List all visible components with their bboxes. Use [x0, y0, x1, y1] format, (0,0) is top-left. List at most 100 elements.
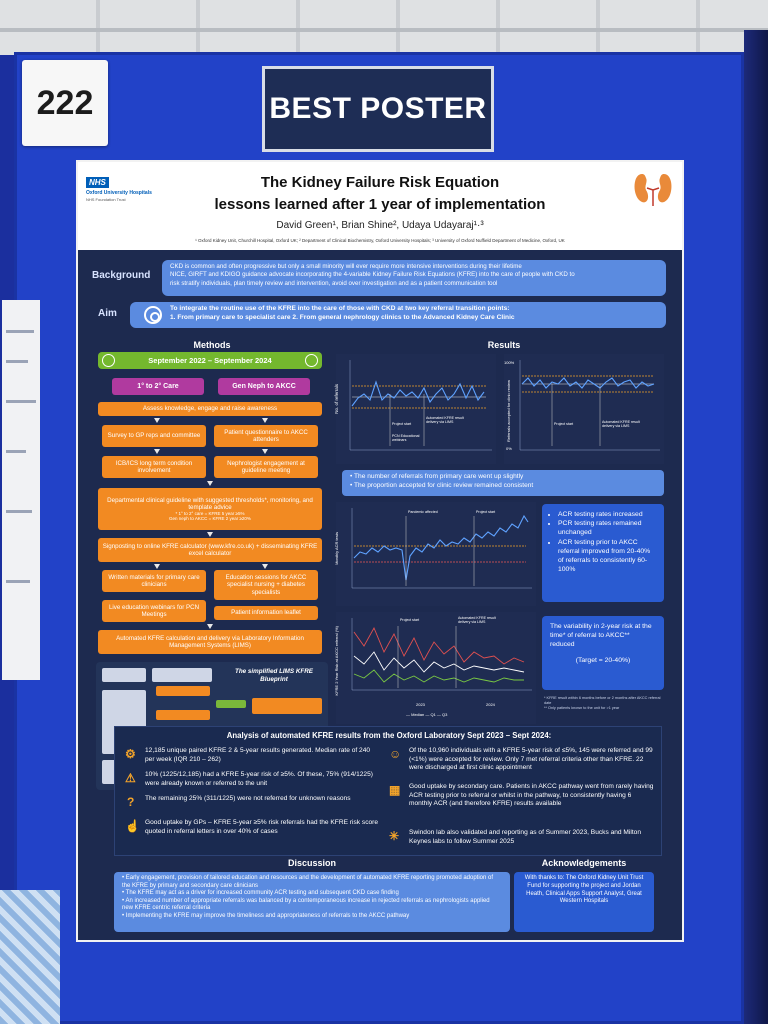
chart2-annotation-lims: Automated KFRE result delivery via LIMS — [602, 420, 640, 429]
acknowledgements-heading: Acknowledgements — [541, 858, 627, 868]
chart4-legend: — Median — Q1 — Q3 — [406, 712, 448, 717]
svg-text:0%: 0% — [506, 446, 512, 451]
referrals-chart-svg — [349, 360, 492, 451]
chart1-annotation-pcn: PCN Educational webinars — [392, 434, 420, 443]
results-footnote: * KFRE result within 6 months before or … — [544, 696, 668, 711]
automated-lims-box: Automated KFRE calculation and delivery … — [98, 630, 322, 654]
poster-authors: David Green¹, Brian Shine², Udaya Udayar… — [276, 220, 484, 231]
accepted-chart-svg: 100% 0% — [504, 360, 660, 451]
poster-number-card: 222 — [22, 60, 108, 146]
arrow-icon — [262, 449, 268, 454]
guideline-box: Departmental clinical guideline with sug… — [98, 488, 322, 530]
discussion-item-3: An increased number of appropriate refer… — [122, 898, 502, 913]
warning-icon: ⚠ — [125, 771, 136, 785]
nhs-logo: NHS Oxford University Hospitals NHS Foun… — [86, 172, 156, 202]
methods-heading: Methods — [193, 340, 231, 350]
arrow-icon — [154, 449, 160, 454]
chart3-ylabel: Monthly ACR tests — [334, 532, 339, 565]
discussion-section: Discussion Early engagement, provision o… — [114, 858, 510, 934]
acknowledgements-box: With thanks to: The Oxford Kidney Unit T… — [514, 872, 654, 932]
poster-title-line2: lessons learned after 1 year of implemen… — [214, 196, 546, 213]
results-section: Results No. of referrals Project start A… — [334, 340, 672, 730]
chart4-year-2024: 2024 — [486, 702, 495, 707]
blueprint-node — [156, 710, 210, 720]
results-heading: Results — [487, 340, 521, 350]
background-line1: CKD is common and often progressive but … — [170, 263, 522, 270]
methods-date-bar: September 2022 – September 2024 — [98, 352, 322, 369]
blueprint-node — [156, 686, 210, 696]
arrow-icon — [154, 564, 160, 569]
accepted-referrals-chart: 100% 0% Referrals accepted for clinic re… — [504, 354, 664, 464]
chart1-ylabel: No. of referrals — [334, 384, 339, 414]
survey-box: Survey to GP reps and committee — [102, 425, 206, 447]
footnote-1: * KFRE result within 6 months before or … — [544, 696, 661, 705]
acr-tests-chart: Monthly ACR tests Pandemic affected Proj… — [334, 502, 536, 606]
aim-box: To integrate the routine use of the KFRE… — [130, 302, 666, 328]
discussion-box: Early engagement, provision of tailored … — [114, 872, 510, 932]
acr-findings-box: ACR testing rates increased PCR testing … — [542, 504, 664, 602]
aim-line2: 1. From primary care to specialist care … — [170, 313, 515, 321]
acr-finding-2: PCR testing rates remained unchanged — [558, 519, 656, 537]
leaflet-box: Patient information leaflet — [214, 606, 318, 620]
footnote-2: ** Only patients known to the unit for >… — [544, 705, 620, 710]
analysis-section: Analysis of automated KFRE results from … — [114, 726, 662, 856]
lims-blueprint-title: The simplified LIMS KFRE Blueprint — [234, 668, 314, 684]
acr-finding-3: ACR testing prior to AKCC referral impro… — [558, 538, 656, 575]
neighbor-poster-edge — [0, 300, 40, 680]
assess-box: Assess knowledge, engage and raise aware… — [98, 402, 322, 416]
ceiling — [0, 0, 768, 60]
aim-line1: To integrate the routine use of the KFRE… — [170, 305, 510, 312]
people-icon: ⚙ — [125, 747, 136, 761]
blueprint-node — [102, 668, 146, 682]
analysis-item-2: 10% (1225/12,185) had a KFRE 5-year risk… — [145, 771, 373, 787]
svg-text:100%: 100% — [504, 360, 515, 365]
chart4-annotation-start: Project start — [400, 618, 420, 622]
board-post — [744, 30, 768, 1024]
guideline-threshold-2: Gen neph to AKCC = KFRE 2 year ≥20% — [169, 516, 251, 522]
guideline-threshold-1: * 1° to 2° care = KFRE 5 year ≥5% — [175, 510, 245, 516]
chart2-annotation-start: Project start — [554, 422, 574, 426]
arrow-icon — [207, 481, 213, 486]
blueprint-node — [152, 668, 212, 682]
kidney-icon — [634, 174, 672, 206]
background-line3: risk stratify individuals, plan timely r… — [170, 279, 498, 287]
kfre-variability-box: The variability in 2-year risk at the ti… — [542, 616, 664, 690]
calendar-icon: ▦ — [389, 783, 401, 797]
signposting-box: Signposting to online KFRE calculator (w… — [98, 538, 322, 562]
chart2-ylabel: Referrals accepted for clinic review — [506, 380, 511, 443]
acr-finding-1: ACR testing rates increased — [558, 510, 656, 519]
chart4-ylabel: KFRE 2 Year Risk at AKCC referral (%) — [334, 626, 339, 696]
analysis-heading: Analysis of automated KFRE results from … — [226, 731, 552, 740]
questionnaire-box: Patient questionnaire to AKCC attenders — [214, 425, 318, 447]
kfre-variability-text: The variability in 2-year risk at the ti… — [550, 623, 652, 649]
referrals-chart: No. of referrals Project start Automated… — [334, 354, 496, 464]
education-sessions-box: Education sessions for AKCC specialist n… — [214, 570, 318, 600]
analysis-item-5: Of the 10,960 individuals with a KFRE 5-… — [409, 747, 653, 772]
acknowledgements-section: Acknowledgements With thanks to: The Oxf… — [514, 858, 654, 934]
chart1-annotation-lims: Automated KFRE result delivery via LIMS — [426, 416, 464, 425]
chart3-annotation-start: Project start — [476, 510, 496, 514]
arrow-icon — [207, 532, 213, 537]
thumbs-up-icon: ☝ — [125, 819, 140, 833]
kfre-risk-chart-svg — [351, 618, 532, 691]
discussion-item-2: The KFRE may act as a driver for increas… — [122, 890, 502, 898]
chart1-annotation-start: Project start — [392, 422, 412, 426]
blueprint-node — [252, 698, 322, 714]
analysis-item-7: Swindon lab also validated and reporting… — [409, 829, 642, 845]
aim-label: Aim — [98, 308, 117, 319]
icb-box: ICB/ICS long term condition involvement — [102, 456, 206, 478]
arrow-icon — [154, 418, 160, 423]
band-item-2: The proportion accepted for clinic revie… — [350, 481, 656, 490]
network-icon: ✳ — [389, 829, 400, 843]
discussion-item-4: Implementing the KFRE may improve the ti… — [122, 913, 502, 921]
background-line2: NICE, GIRFT and KDIGO guidance advocate … — [170, 271, 575, 279]
org-name: Oxford University Hospitals — [86, 190, 152, 196]
discussion-heading: Discussion — [287, 858, 336, 868]
acr-chart-svg — [351, 508, 532, 589]
target-icon — [144, 306, 162, 324]
kfre-target: (Target = 20-40%) — [575, 656, 631, 664]
poster: NHS Oxford University Hospitals NHS Foun… — [78, 162, 682, 940]
background-label: Background — [92, 270, 151, 281]
question-icon: ? — [127, 795, 135, 809]
chart4-year-2023: 2023 — [416, 702, 425, 707]
